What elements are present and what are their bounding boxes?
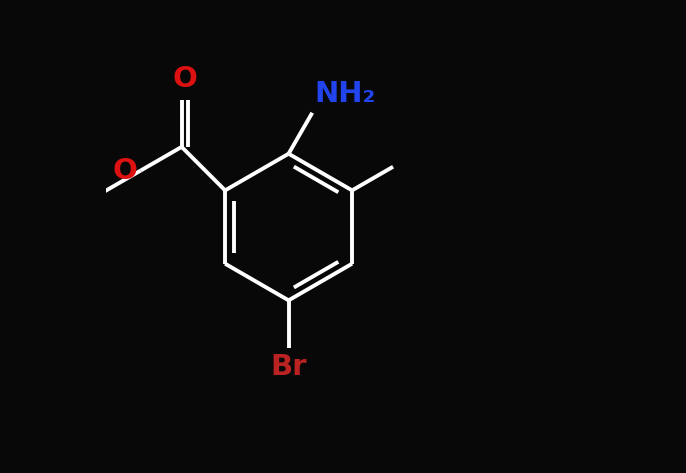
Text: O: O [112, 157, 137, 184]
Text: Br: Br [270, 353, 307, 381]
Text: O: O [172, 64, 197, 93]
Text: NH₂: NH₂ [315, 80, 376, 108]
